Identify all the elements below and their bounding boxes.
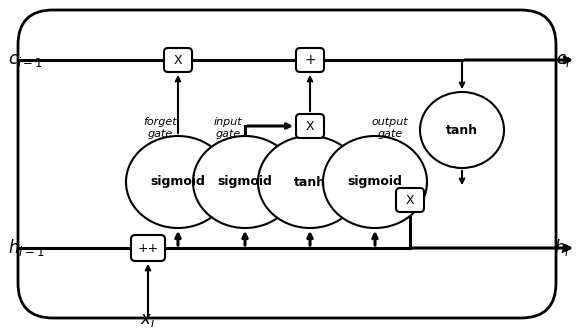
Text: $c_i$: $c_i$	[555, 51, 570, 69]
FancyBboxPatch shape	[131, 235, 165, 261]
Text: tanh: tanh	[294, 175, 326, 188]
Text: sigmoid: sigmoid	[347, 175, 402, 188]
FancyBboxPatch shape	[296, 114, 324, 138]
Text: X: X	[406, 193, 414, 206]
FancyBboxPatch shape	[164, 48, 192, 72]
Text: X: X	[306, 120, 314, 133]
Text: sigmoid: sigmoid	[217, 175, 272, 188]
FancyBboxPatch shape	[296, 48, 324, 72]
Text: sigmoid: sigmoid	[150, 175, 205, 188]
Text: $c_{i-1}$: $c_{i-1}$	[8, 51, 43, 69]
Ellipse shape	[258, 136, 362, 228]
Ellipse shape	[420, 92, 504, 168]
Ellipse shape	[323, 136, 427, 228]
Text: $h_i$: $h_i$	[554, 237, 570, 259]
Text: input
gate: input gate	[214, 117, 242, 139]
Text: $h_{i-1}$: $h_{i-1}$	[8, 237, 45, 259]
FancyBboxPatch shape	[18, 10, 556, 318]
Text: forget
gate: forget gate	[143, 117, 177, 139]
FancyBboxPatch shape	[396, 188, 424, 212]
Text: X: X	[173, 53, 182, 66]
Text: tanh: tanh	[446, 124, 478, 137]
Text: output
gate: output gate	[372, 117, 408, 139]
Ellipse shape	[193, 136, 297, 228]
Text: $x_i$: $x_i$	[140, 311, 155, 329]
Ellipse shape	[126, 136, 230, 228]
Text: ++: ++	[138, 241, 158, 255]
Text: +: +	[304, 53, 316, 67]
